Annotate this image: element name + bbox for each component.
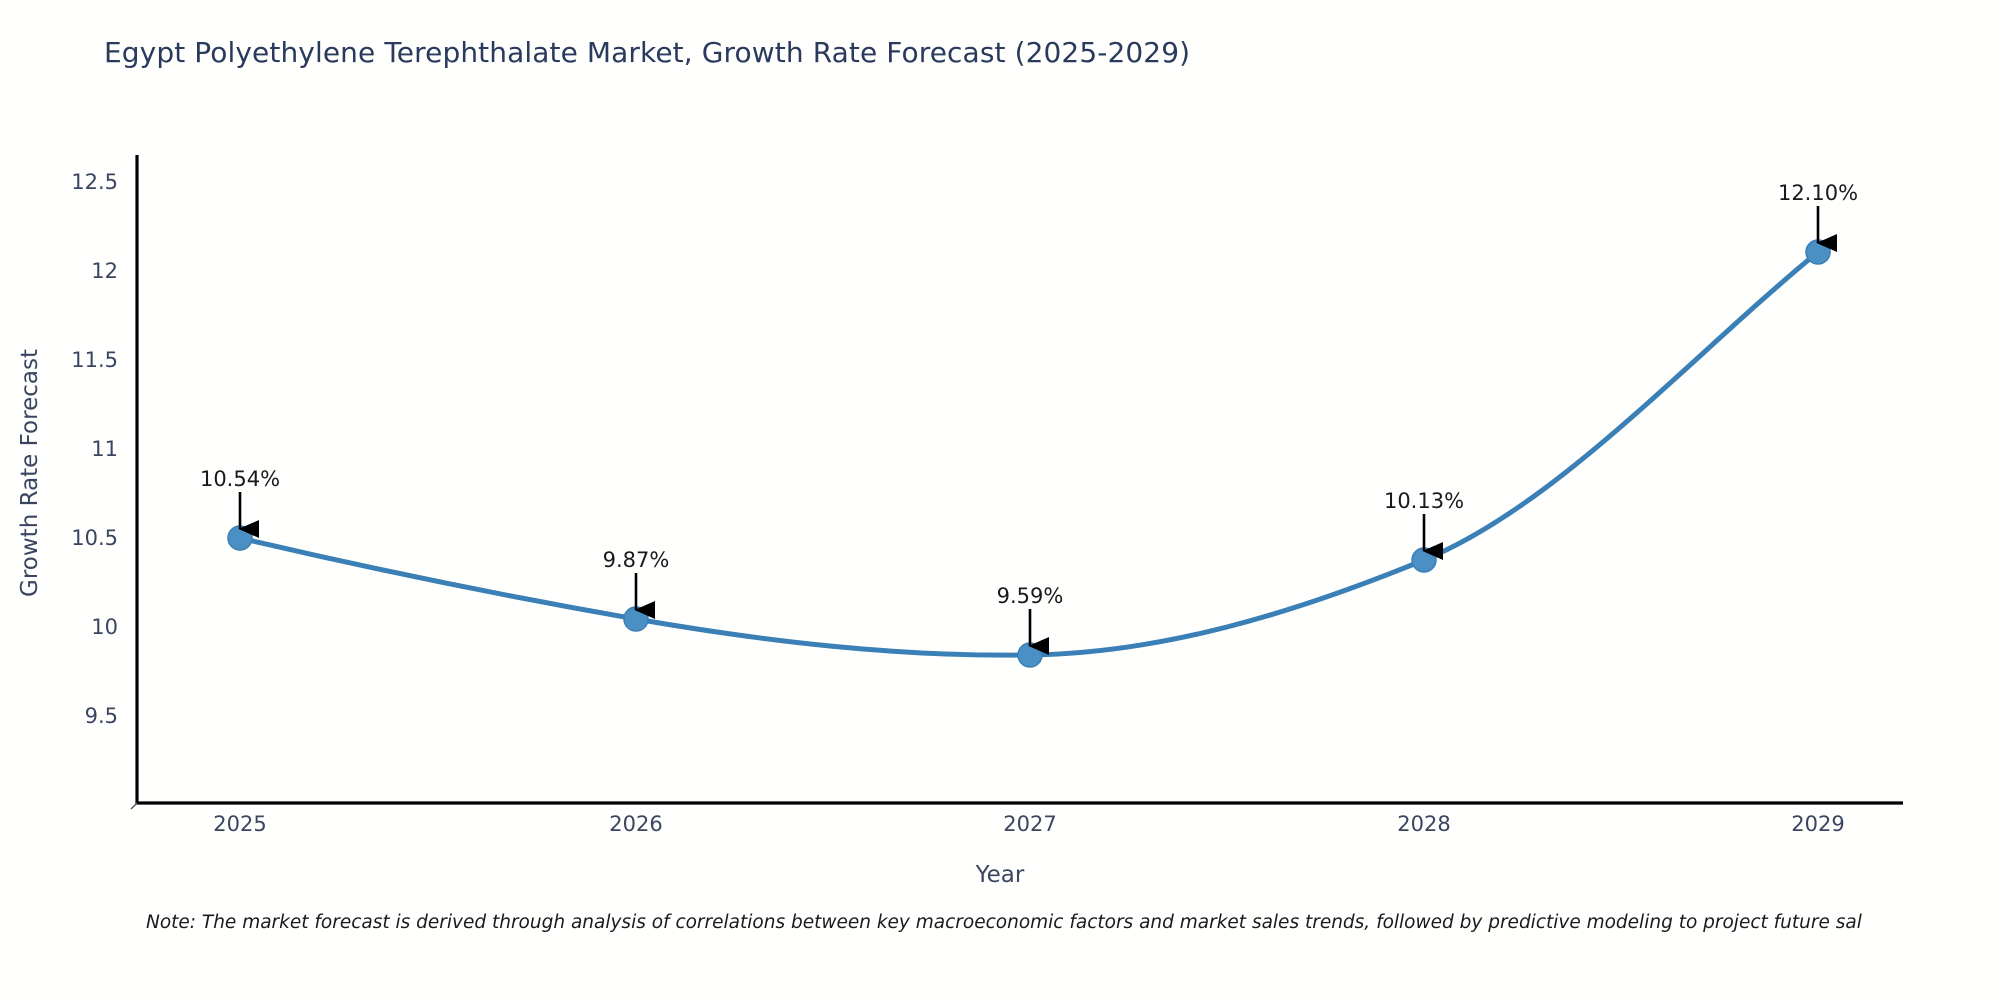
data-label-2025: 10.54% (199, 467, 281, 491)
data-point-2025[interactable] (227, 525, 253, 551)
x-tick-label-2027: 2027 (1003, 812, 1057, 836)
x-axis-title: Year (975, 862, 1025, 888)
data-label-2028: 10.13% (1383, 489, 1465, 513)
y-tick-label: 10.5 (71, 526, 118, 550)
y-tick-label: 11.5 (71, 348, 118, 372)
data-label-2026: 9.87% (602, 548, 670, 572)
y-tick-label: 12 (91, 259, 118, 283)
axis-spines (135, 155, 1903, 805)
x-tick-label-2028: 2028 (1397, 812, 1451, 836)
data-point-2029[interactable] (1805, 239, 1831, 265)
chart-footnote: Note: The market forecast is derived thr… (146, 912, 1862, 933)
data-point-2027[interactable] (1017, 642, 1043, 668)
x-tick-label-2025: 2025 (213, 812, 267, 836)
y-tick-label: 12.5 (71, 170, 118, 194)
x-tick-label-2026: 2026 (609, 812, 663, 836)
chart-title: Egypt Polyethylene Terephthalate Market,… (104, 36, 1191, 69)
y-tick-label: 9.5 (84, 704, 118, 728)
y-axis-tick-labels: 12.5 12 11.5 11 10.5 10 9.5 (0, 0, 118, 1000)
data-label-2027: 9.59% (996, 584, 1064, 608)
y-tick-label: 10 (91, 615, 118, 639)
x-tick-label-2029: 2029 (1791, 812, 1845, 836)
axis-tick (130, 802, 138, 810)
y-tick-label: 11 (91, 437, 118, 461)
data-label-2029: 12.10% (1777, 181, 1859, 205)
data-point-2026[interactable] (623, 606, 649, 632)
data-point-2028[interactable] (1411, 547, 1437, 573)
